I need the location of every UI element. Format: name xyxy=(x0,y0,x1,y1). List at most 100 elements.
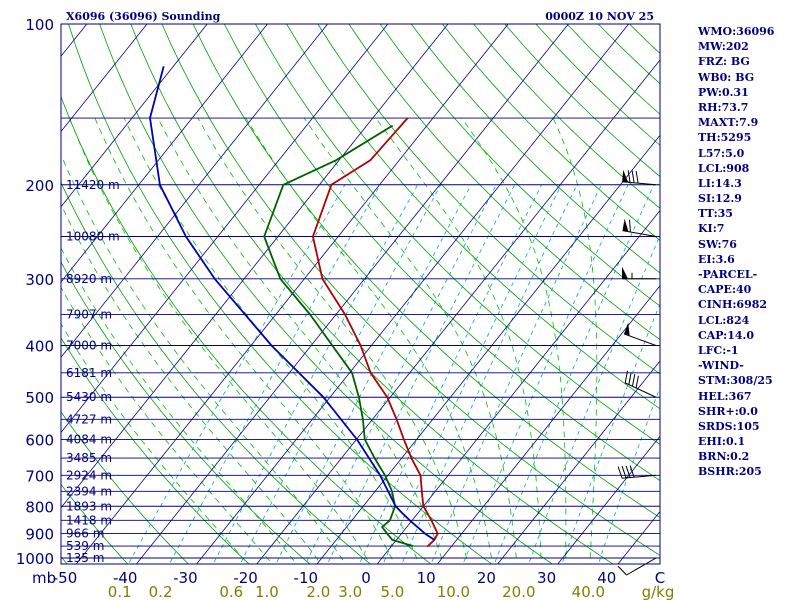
temperature-tick-label: C xyxy=(655,569,665,587)
pressure-tick-label: 800 xyxy=(25,498,54,516)
wind-barb-flag xyxy=(622,218,629,232)
dry-adiabat-line xyxy=(130,24,614,564)
height-label: 6181 m xyxy=(66,366,112,380)
wind-barb-staff xyxy=(626,557,657,576)
wind-barb-feather xyxy=(631,374,636,387)
height-label: 3485 m xyxy=(66,451,112,465)
index-item: LCL:824 xyxy=(698,313,750,327)
height-label: 539 m xyxy=(66,539,104,553)
valid-time: 0000Z 10 NOV 25 xyxy=(545,10,654,23)
wind-barbs xyxy=(617,169,657,576)
height-label: 8920 m xyxy=(66,272,112,286)
wind-barb xyxy=(622,218,657,237)
dry-adiabat-line xyxy=(317,24,660,375)
temperature-tick-label: -40 xyxy=(113,569,138,587)
wind-barb xyxy=(622,266,656,280)
wind-barb-feather xyxy=(624,370,629,383)
pressure-tick-label: 100 xyxy=(25,16,54,34)
wind-barb xyxy=(617,557,657,576)
index-item: CINH:6982 xyxy=(698,298,768,312)
height-label: 2394 m xyxy=(66,484,112,498)
wind-barb-staff xyxy=(622,181,657,186)
dry-adiabat-line xyxy=(192,24,660,519)
parcel-path-line xyxy=(149,66,435,541)
wind-barb-feather xyxy=(629,465,635,478)
dry-adiabat-line xyxy=(410,24,660,274)
mixing-ratio-line xyxy=(401,184,578,564)
mixing-ratio-tick-label: 5.0 xyxy=(380,583,404,600)
pressure-tick-label: 400 xyxy=(25,338,54,356)
pressure-tick-label: 600 xyxy=(25,432,54,450)
temperature-tick-labels: -50 -40 -30 -20 -10 0 10 20 30 40 C xyxy=(53,569,665,587)
wind-barb xyxy=(624,370,657,398)
index-item: KI:7 xyxy=(698,222,725,236)
isotherm-line xyxy=(61,24,208,208)
pressure-unit-label: mb xyxy=(32,569,56,587)
temperature-tick-label: -30 xyxy=(173,569,198,587)
index-item: FRZ: BG xyxy=(698,55,750,69)
height-label: 1893 m xyxy=(66,499,112,513)
index-item: MAXT:7.9 xyxy=(698,116,759,130)
dry-adiabat-line xyxy=(0,24,11,569)
wind-barb-feather xyxy=(635,375,639,389)
wind-barb xyxy=(623,322,657,346)
profile-lines xyxy=(149,66,439,548)
mixing-ratio-tick-label: 3.0 xyxy=(338,583,362,600)
pressure-tick-label: 1000 xyxy=(16,550,54,568)
wind-barb-feather xyxy=(627,170,631,183)
mixing-ratio-tick-label: 0.2 xyxy=(149,583,173,600)
height-label: 135 m xyxy=(66,551,104,565)
wind-barb-feather xyxy=(631,170,635,183)
isotherm-line xyxy=(196,24,629,564)
mixing-ratio-line xyxy=(430,184,602,564)
dry-adiabat-line xyxy=(61,337,250,564)
height-label: 7907 m xyxy=(66,308,112,322)
index-item: CAPE:40 xyxy=(698,283,752,297)
isotherm-line xyxy=(61,24,449,509)
plot-background xyxy=(61,24,660,564)
index-item: STM:308/25 xyxy=(698,374,773,388)
mixing-ratio-line xyxy=(528,234,660,564)
wind-barb-staff xyxy=(622,230,657,237)
index-item: PW:0.31 xyxy=(698,85,749,99)
index-item: RH:73.7 xyxy=(698,100,749,114)
mixing-ratio-line xyxy=(561,302,660,564)
wind-barb-feather xyxy=(629,219,631,233)
station-title: X6096 (36096) Sounding xyxy=(66,10,221,23)
plot-frame xyxy=(60,23,661,565)
index-item: TH:5295 xyxy=(698,131,752,145)
height-label: 11420 m xyxy=(66,178,120,192)
index-item: LCL:908 xyxy=(698,161,750,175)
index-item: SRDS:105 xyxy=(698,419,760,433)
index-item: WB0: BG xyxy=(698,70,755,84)
isotherm-line xyxy=(136,24,569,564)
temperature-tick-label: -10 xyxy=(294,569,319,587)
index-item: SI:12.9 xyxy=(698,192,742,206)
dry-adiabat-line xyxy=(348,24,660,341)
grid-lines xyxy=(0,24,660,569)
isotherm-line xyxy=(557,435,660,564)
mixing-ratio-tick-label: 20.0 xyxy=(502,583,535,600)
wind-barb-feather xyxy=(617,466,623,479)
mixing-ratio-line xyxy=(597,386,660,564)
mixing-ratio-line xyxy=(305,184,497,564)
mixing-ratio-line xyxy=(493,184,655,564)
height-label: 1418 m xyxy=(66,513,112,527)
temperature-tick-label: 10 xyxy=(417,569,436,587)
dry-adiabat-line xyxy=(61,181,371,564)
wind-barb-flag xyxy=(624,322,630,336)
index-item: SHR+:0.0 xyxy=(698,404,758,418)
mixing-ratio-tick-labels: 0.1 0.2 0.6 1.0 2.0 3.0 5.0 10.0 20.0 40.0 g/kg xyxy=(108,583,675,600)
wind-barb-staff xyxy=(622,474,657,479)
stability-indices-panel: WMO:36096 MW:202 FRZ: BG WB0: BG PW:0.31 RH:7… xyxy=(698,24,798,480)
wind-barb-flag xyxy=(622,266,628,279)
mixing-ratio-tick-label: 1.0 xyxy=(255,583,279,600)
mixing-ratio-line xyxy=(127,184,346,564)
mixing-ratio-tick-label: g/kg xyxy=(642,583,675,600)
mixing-ratio-line xyxy=(168,184,381,564)
dewpoint-profile-line xyxy=(263,124,414,547)
isotherm-line xyxy=(316,134,660,564)
pressure-tick-label: 300 xyxy=(25,271,54,289)
dry-adiabat-line xyxy=(255,24,660,445)
